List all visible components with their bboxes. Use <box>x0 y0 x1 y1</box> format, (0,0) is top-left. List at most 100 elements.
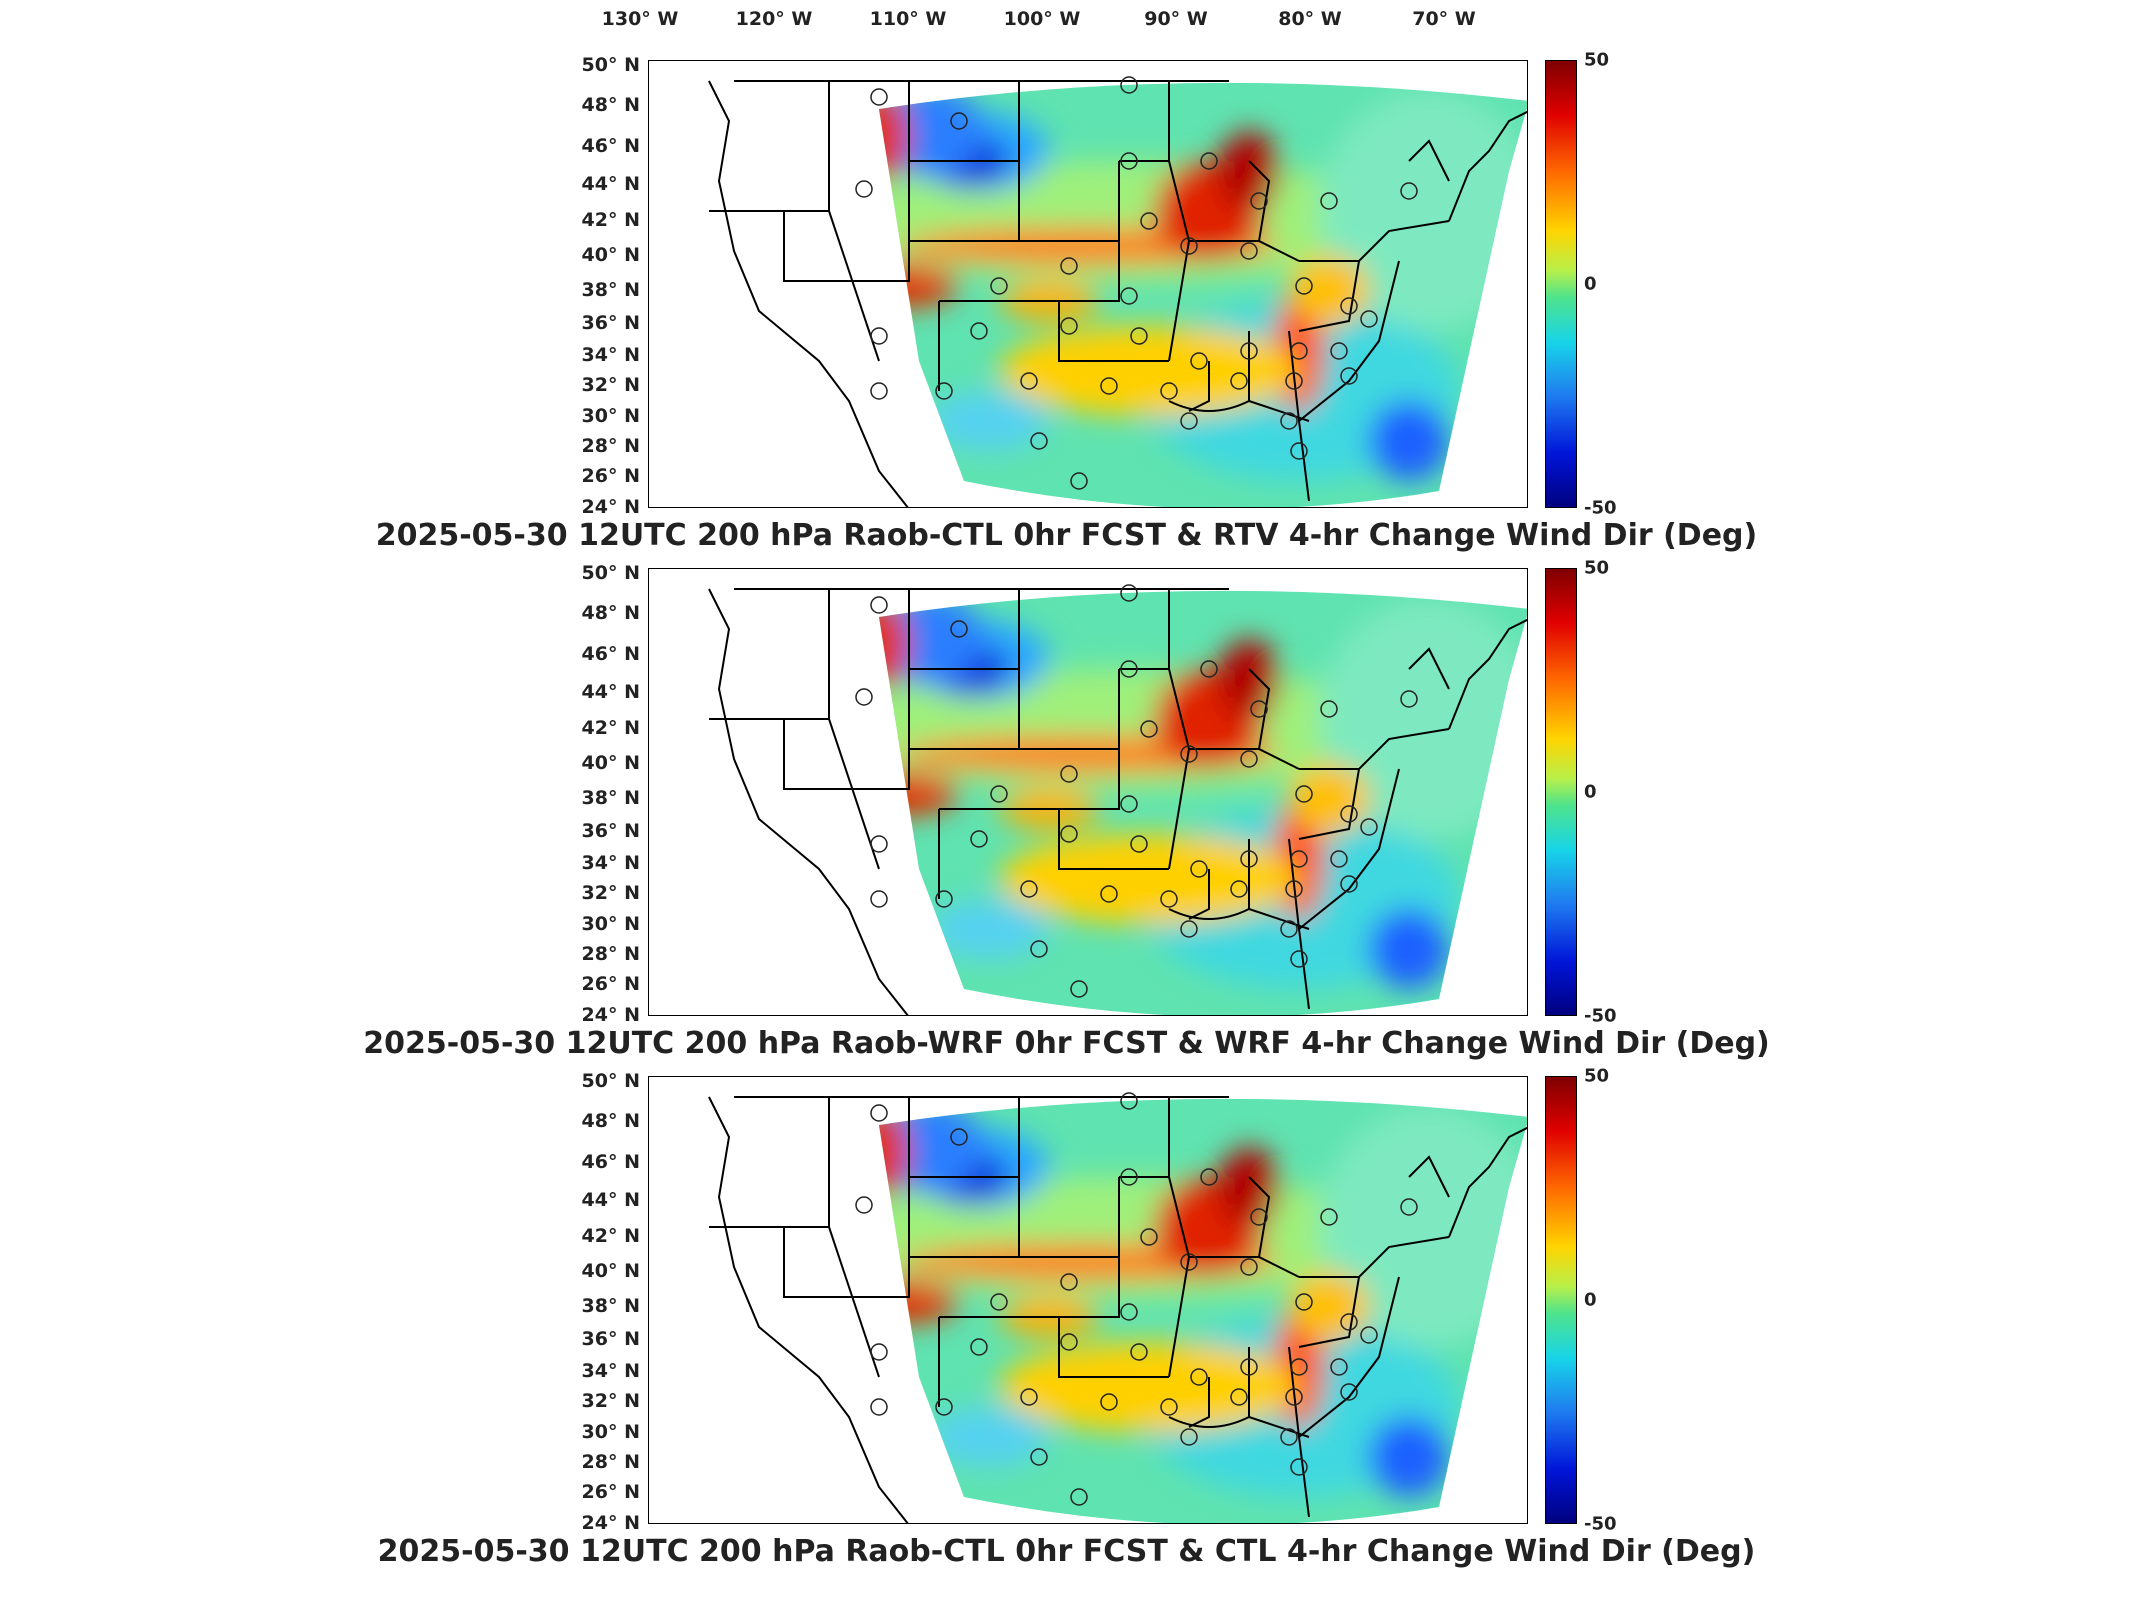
raob-station-marker <box>1240 1258 1258 1276</box>
lat-label: 34° N <box>581 1360 640 1382</box>
wind-direction-map <box>708 1092 1527 1523</box>
lat-label: 42° N <box>581 1225 640 1247</box>
raob-station-marker <box>1070 472 1088 490</box>
lat-label: 34° N <box>581 344 640 366</box>
raob-station-marker <box>1100 1393 1118 1411</box>
raob-station-marker <box>1120 1168 1138 1186</box>
raob-station-marker <box>1060 825 1078 843</box>
lat-label: 30° N <box>581 913 640 935</box>
lat-label: 46° N <box>581 1151 640 1173</box>
lat-label: 24° N <box>581 496 640 518</box>
raob-station-marker <box>870 382 888 400</box>
lat-label: 46° N <box>581 643 640 665</box>
lat-label: 48° N <box>581 602 640 624</box>
lat-label: 40° N <box>581 752 640 774</box>
raob-station-marker <box>1290 850 1308 868</box>
raob-station-marker <box>870 835 888 853</box>
raob-station-marker <box>870 1343 888 1361</box>
colorbar-tick-label: 50 <box>1584 557 1610 579</box>
raob-station-marker <box>870 327 888 345</box>
lat-label: 28° N <box>581 943 640 965</box>
colorbar-tick-label: -50 <box>1584 497 1617 519</box>
lat-label: 36° N <box>581 1328 640 1350</box>
raob-station-marker <box>950 620 968 638</box>
lat-label: 28° N <box>581 1451 640 1473</box>
raob-station-marker <box>990 1293 1008 1311</box>
raob-station-marker <box>1330 1358 1348 1376</box>
raob-station-marker <box>1250 700 1268 718</box>
raob-station-marker <box>1360 1326 1378 1344</box>
raob-station-marker <box>1060 317 1078 335</box>
raob-station-marker <box>970 322 988 340</box>
raob-station-marker <box>1190 1368 1208 1386</box>
raob-station-marker <box>1340 297 1358 315</box>
lat-label: 50° N <box>581 562 640 584</box>
raob-station-marker <box>1180 237 1198 255</box>
raob-station-marker <box>1020 372 1038 390</box>
raob-station-marker <box>935 890 953 908</box>
raob-station-marker <box>1240 342 1258 360</box>
raob-station-marker <box>1280 1428 1298 1446</box>
raob-stations <box>855 584 1418 998</box>
lat-label: 40° N <box>581 1260 640 1282</box>
colorbar-tick-label: 0 <box>1584 781 1597 803</box>
raob-station-marker <box>1400 1198 1418 1216</box>
lat-label: 48° N <box>581 94 640 116</box>
lat-label: 28° N <box>581 435 640 457</box>
raob-station-marker <box>950 112 968 130</box>
model-domain-field <box>879 590 1527 1015</box>
lat-label: 36° N <box>581 820 640 842</box>
raob-station-marker <box>1290 1358 1308 1376</box>
raob-stations <box>855 76 1418 490</box>
lon-label: 110° W <box>869 8 947 30</box>
raob-station-marker <box>1160 890 1178 908</box>
raob-station-marker <box>1190 352 1208 370</box>
raob-station-marker <box>1120 660 1138 678</box>
raob-station-marker <box>1020 1388 1038 1406</box>
colorbar-tick-label: 0 <box>1584 1289 1597 1311</box>
raob-station-marker <box>1180 1253 1198 1271</box>
raob-station-marker <box>935 382 953 400</box>
raob-station-marker <box>1320 700 1338 718</box>
raob-station-marker <box>1120 152 1138 170</box>
lat-label: 50° N <box>581 54 640 76</box>
raob-station-marker <box>1400 182 1418 200</box>
raob-station-marker <box>1290 1458 1308 1476</box>
raob-station-marker <box>1290 442 1308 460</box>
raob-station-marker <box>1295 277 1313 295</box>
raob-station-marker <box>1140 720 1158 738</box>
raob-station-marker <box>1330 850 1348 868</box>
raob-station-marker <box>1120 584 1138 602</box>
raob-station-marker <box>1100 377 1118 395</box>
state-boundaries <box>708 1096 1527 1523</box>
lat-label: 32° N <box>581 882 640 904</box>
lat-label: 46° N <box>581 135 640 157</box>
lon-label: 90° W <box>1144 8 1208 30</box>
raob-station-marker <box>1360 310 1378 328</box>
raob-station-marker <box>1120 76 1138 94</box>
lat-label: 42° N <box>581 717 640 739</box>
colorbar <box>1545 568 1577 1016</box>
model-domain-field <box>879 1098 1527 1523</box>
colorbar <box>1545 1076 1577 1524</box>
raob-station-marker <box>1160 1398 1178 1416</box>
lat-label: 32° N <box>581 1390 640 1412</box>
raob-station-marker <box>1250 1208 1268 1226</box>
raob-station-marker <box>1200 1168 1218 1186</box>
lat-label: 24° N <box>581 1512 640 1534</box>
raob-station-marker <box>1200 152 1218 170</box>
raob-station-marker <box>1030 432 1048 450</box>
raob-station-marker <box>1280 920 1298 938</box>
lat-label: 26° N <box>581 465 640 487</box>
raob-station-marker <box>855 1196 873 1214</box>
raob-station-marker <box>1340 367 1358 385</box>
raob-station-marker <box>1190 860 1208 878</box>
raob-station-marker <box>1230 1388 1248 1406</box>
raob-station-marker <box>1320 192 1338 210</box>
raob-station-marker <box>1140 1228 1158 1246</box>
raob-station-marker <box>1290 950 1308 968</box>
raob-station-marker <box>1230 880 1248 898</box>
raob-station-marker <box>1290 342 1308 360</box>
lat-label: 26° N <box>581 973 640 995</box>
panel-title: 2025-05-30 12UTC 200 hPa Raob-WRF 0hr FC… <box>363 1026 1770 1061</box>
